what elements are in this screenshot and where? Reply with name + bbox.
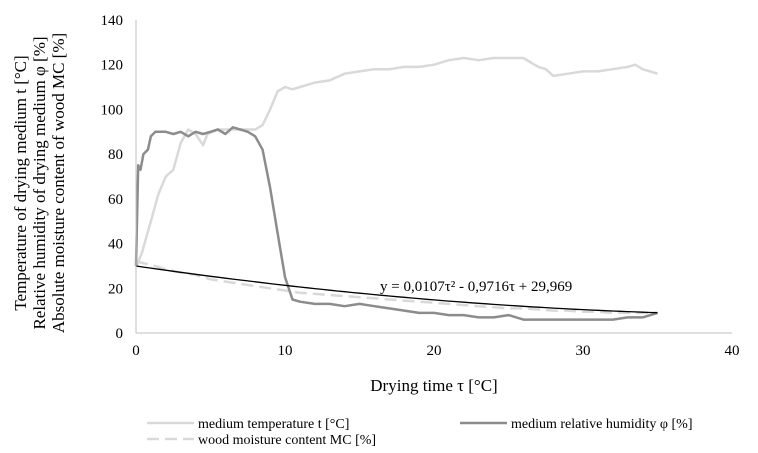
temperature-series-line	[135, 56, 658, 267]
y-tick-label: 40	[108, 237, 123, 253]
y-tick-label: 60	[108, 192, 123, 208]
x-tick-label: 40	[725, 343, 740, 359]
humidity-series-line	[134, 126, 658, 321]
y-tick-label: 120	[101, 58, 124, 74]
x-tick-label: 30	[576, 343, 591, 359]
x-tick-label: 20	[427, 343, 442, 359]
legend: medium temperature t [°C] medium relativ…	[147, 417, 692, 448]
y-axis-title-line-2: Relative humidity of drying medium φ [%]	[30, 36, 49, 329]
axes	[135, 20, 732, 334]
x-axis-title: Drying time τ [°C]	[370, 376, 497, 395]
y-axis-title-line-3: Absolute moisture content of wood MC [%]	[49, 33, 68, 333]
y-tick-label: 80	[108, 147, 123, 163]
y-tick-label: 140	[101, 13, 124, 29]
y-tick-labels: 0 20 40 60 80 100 120 140	[101, 13, 124, 342]
trendline-equation: y = 0,0107τ² - 0,9716τ + 29,969	[380, 279, 572, 295]
y-tick-label: 20	[108, 281, 123, 297]
plot-lines	[134, 56, 658, 321]
legend-label-temperature: medium temperature t [°C]	[198, 417, 349, 432]
legend-label-humidity: medium relative humidity φ [%]	[511, 417, 692, 432]
moisture-series-line	[135, 260, 658, 315]
y-tick-label: 100	[101, 102, 124, 118]
trendline	[135, 265, 658, 314]
x-tick-label: 10	[278, 343, 293, 359]
x-tick-label: 0	[132, 343, 140, 359]
y-tick-label: 0	[116, 326, 124, 342]
x-tick-labels: 0 10 20 30 40	[132, 343, 739, 359]
y-axis-title-line-1: Temperature of drying medium t [°C]	[11, 55, 30, 310]
legend-label-moisture: wood moisture content MC [%]	[198, 433, 376, 448]
